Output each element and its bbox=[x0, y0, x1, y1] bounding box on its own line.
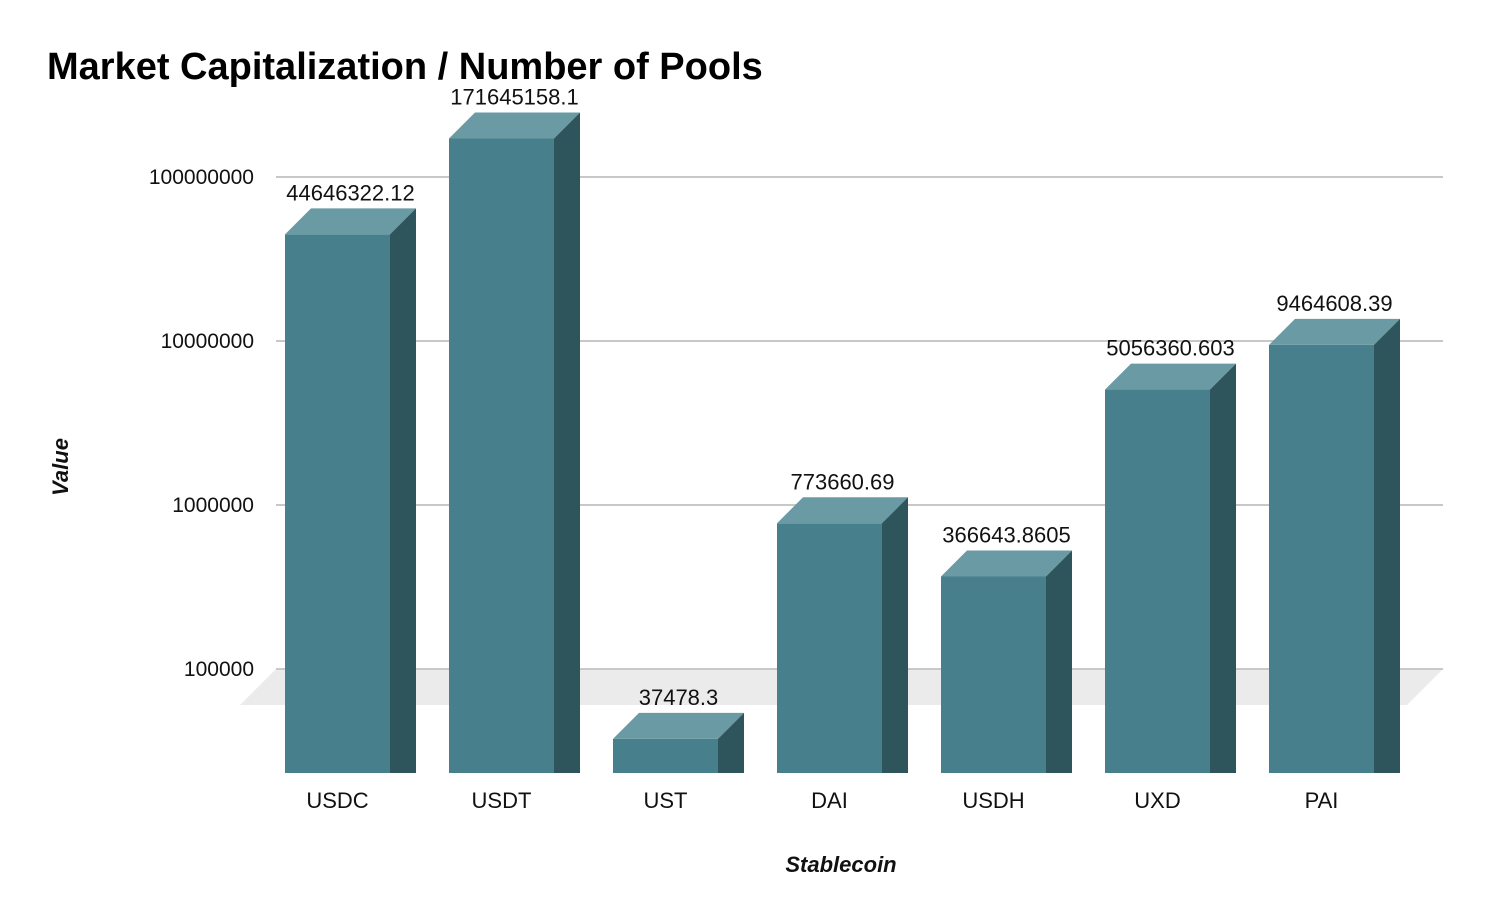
bar-front bbox=[285, 234, 390, 773]
bar-top bbox=[613, 712, 744, 739]
bar-side bbox=[1046, 550, 1072, 773]
bar-top bbox=[1269, 318, 1400, 345]
bar-side bbox=[882, 497, 908, 773]
data-label: 37478.3 bbox=[639, 685, 719, 710]
bar-side bbox=[554, 112, 580, 773]
bar-front bbox=[1269, 344, 1374, 773]
bar-front bbox=[1105, 389, 1210, 773]
x-category-label: USDH bbox=[962, 788, 1024, 813]
x-category-label: UST bbox=[644, 788, 688, 813]
data-label: 366643.8605 bbox=[942, 522, 1070, 547]
data-labels: 44646322.12 171645158.1 37478.3 773660.69 36… bbox=[286, 85, 1392, 710]
bar-top bbox=[941, 550, 1072, 577]
bar-side bbox=[1374, 318, 1400, 773]
data-label: 171645158.1 bbox=[450, 85, 578, 110]
bar-front bbox=[941, 576, 1046, 773]
y-tick-label: 1000000 bbox=[172, 494, 254, 517]
data-label: 5056360.603 bbox=[1106, 336, 1234, 361]
bar-top bbox=[449, 112, 580, 139]
bar-usdt bbox=[449, 112, 580, 773]
y-axis-ticks: 100000 1000000 10000000 100000000 bbox=[149, 166, 254, 681]
x-axis-title: Stablecoin bbox=[785, 852, 896, 877]
x-category-label: USDT bbox=[472, 788, 532, 813]
x-category-label: USDC bbox=[306, 788, 368, 813]
data-label: 773660.69 bbox=[791, 469, 895, 494]
bars bbox=[285, 112, 1400, 773]
y-tick-label: 100000000 bbox=[149, 166, 254, 189]
bar-front bbox=[449, 138, 554, 773]
y-tick-label: 10000000 bbox=[161, 330, 254, 353]
bar-front bbox=[613, 738, 718, 773]
bar-side bbox=[1210, 363, 1236, 773]
bar-pai bbox=[1269, 318, 1400, 773]
y-axis-title: Value bbox=[48, 438, 73, 496]
data-label: 44646322.12 bbox=[286, 180, 414, 205]
bar-ust bbox=[613, 712, 744, 773]
bar-uxd bbox=[1105, 363, 1236, 773]
bar-dai bbox=[777, 497, 908, 773]
data-label: 9464608.39 bbox=[1276, 291, 1392, 316]
bar-top bbox=[1105, 363, 1236, 390]
chart-title: Market Capitalization / Number of Pools bbox=[47, 46, 763, 88]
bar-usdc bbox=[285, 208, 416, 773]
bar-top bbox=[285, 208, 416, 235]
bar-usdh bbox=[941, 550, 1072, 773]
x-category-label: PAI bbox=[1305, 788, 1339, 813]
x-axis-categories: USDC USDT UST DAI USDH UXD PAI bbox=[306, 788, 1338, 813]
x-category-label: UXD bbox=[1134, 788, 1180, 813]
bar-side bbox=[718, 712, 744, 773]
bar-top bbox=[777, 497, 908, 524]
x-category-label: DAI bbox=[811, 788, 848, 813]
y-tick-label: 100000 bbox=[184, 658, 254, 681]
bar-front bbox=[777, 523, 882, 773]
bar-side bbox=[390, 208, 416, 773]
